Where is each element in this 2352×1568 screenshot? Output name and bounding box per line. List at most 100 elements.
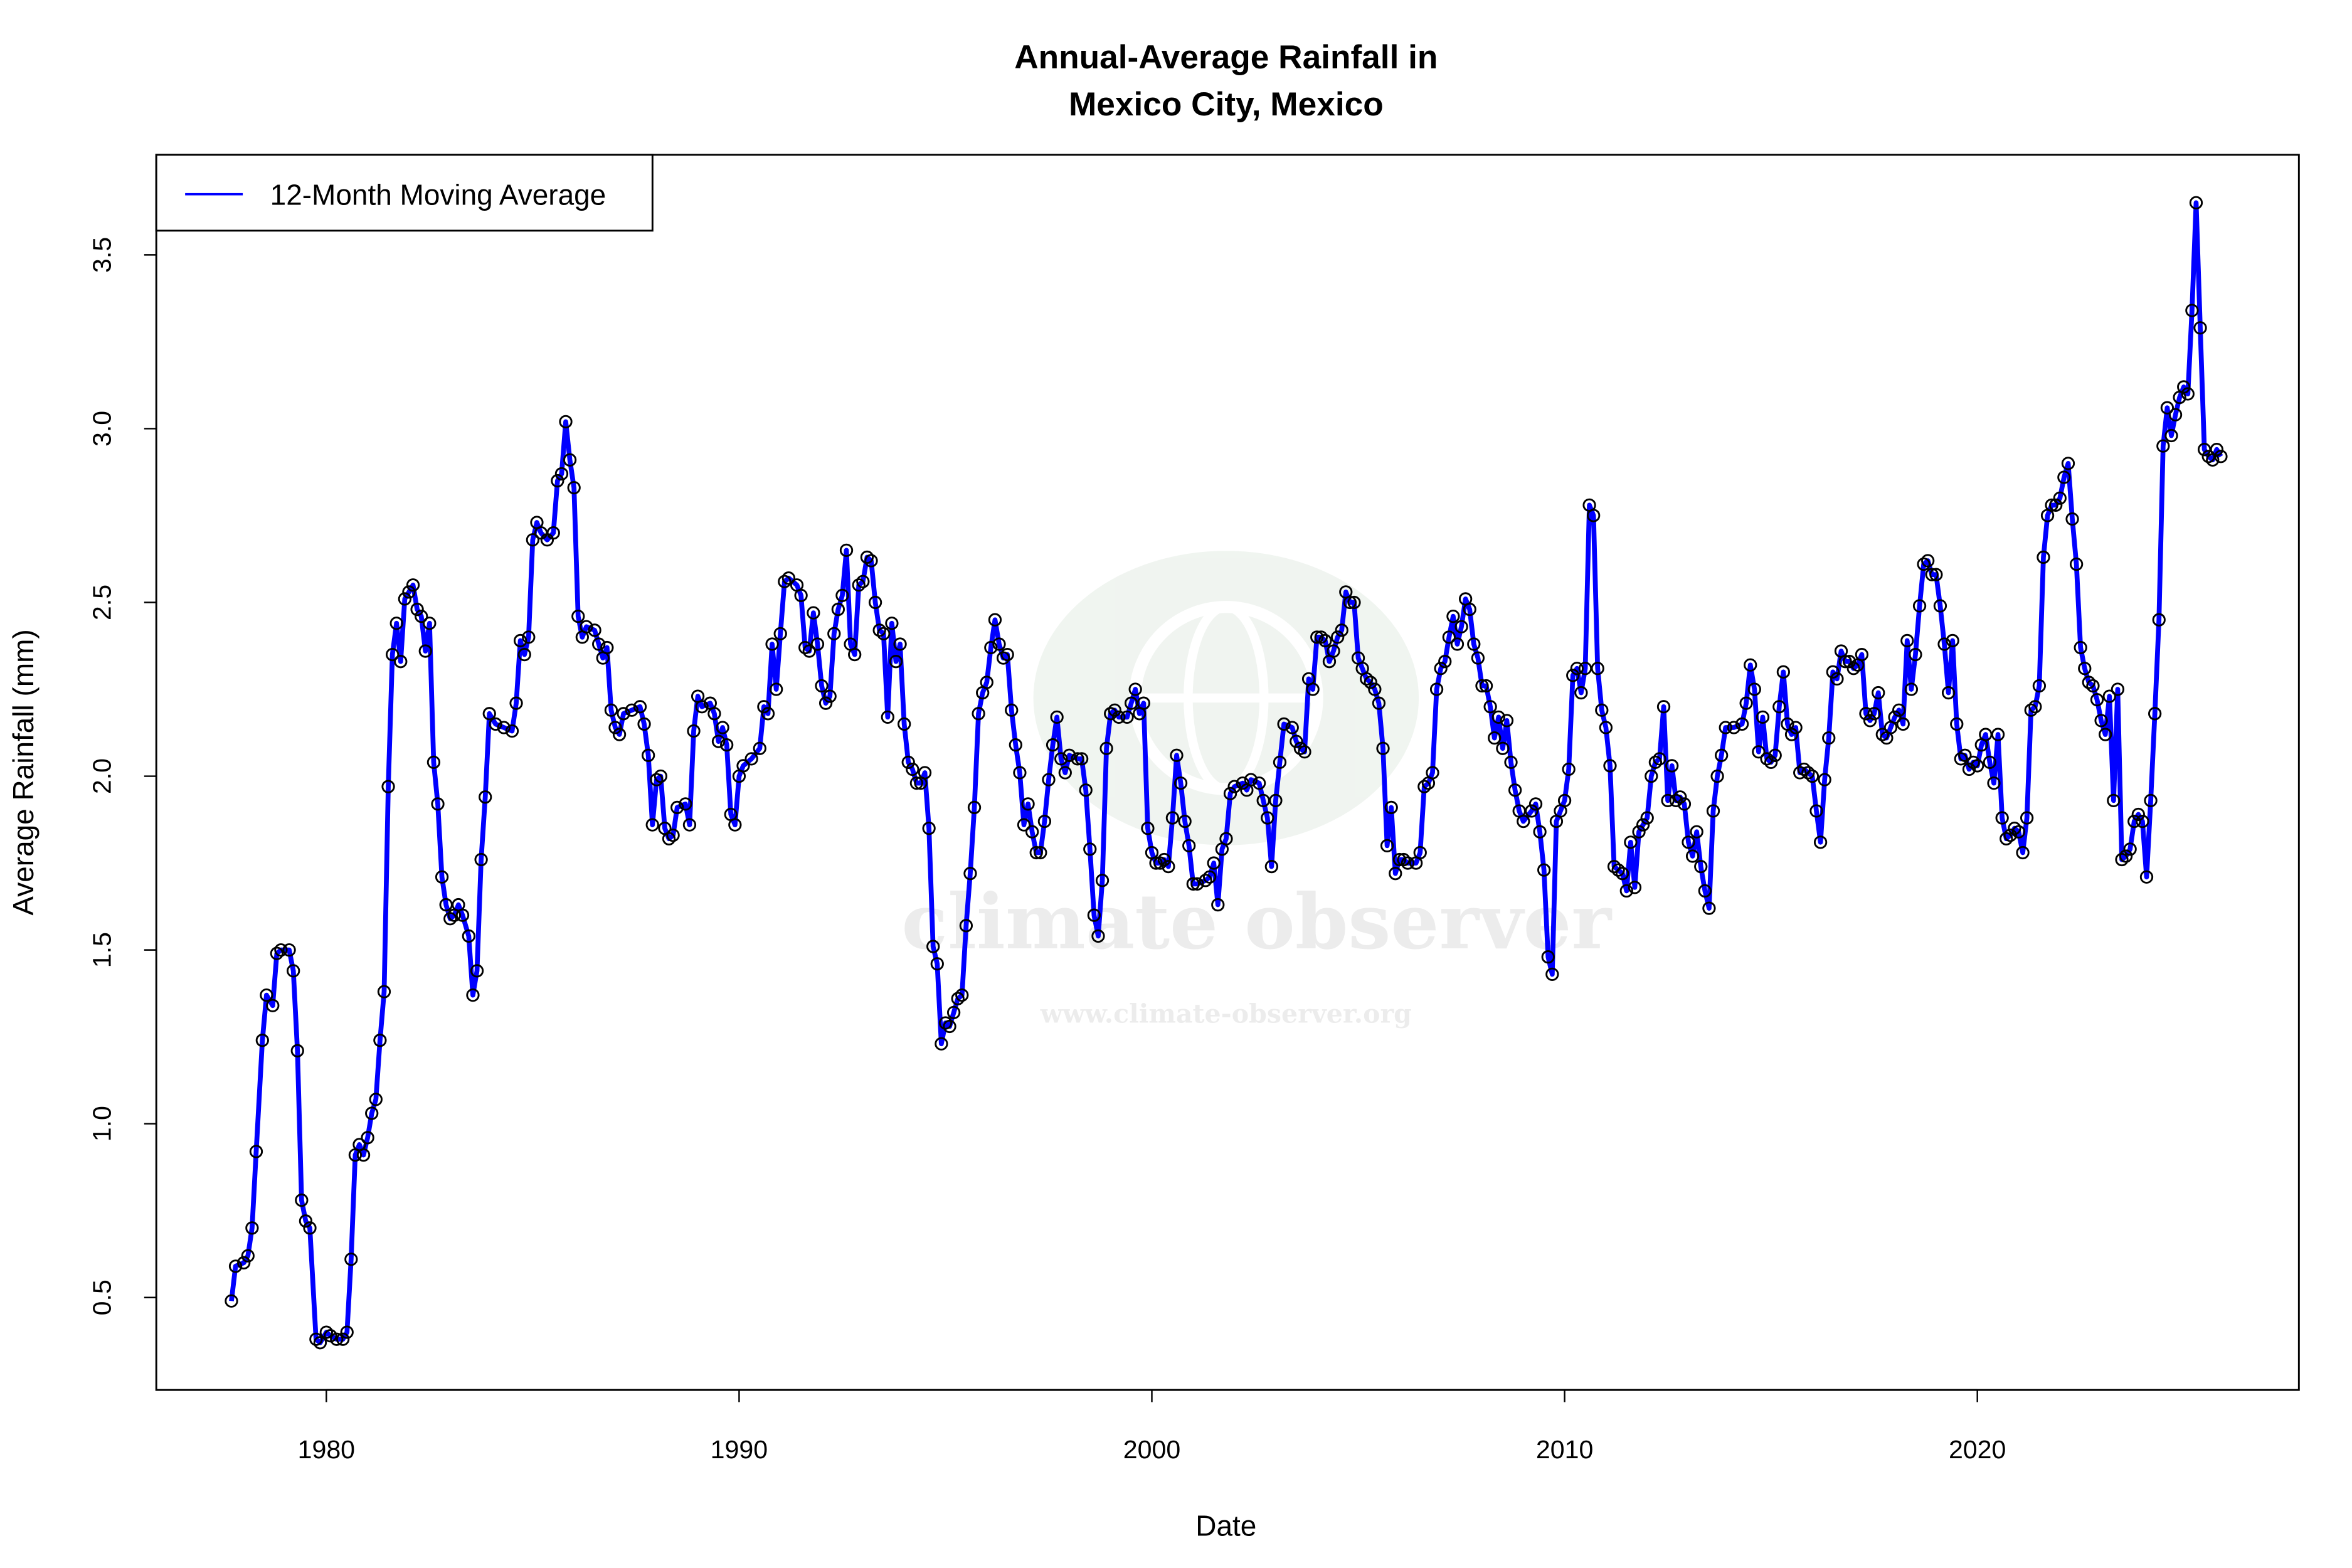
data-point bbox=[823, 689, 837, 703]
data-point bbox=[228, 1259, 243, 1273]
data-point bbox=[1694, 859, 1708, 874]
data-point bbox=[645, 818, 659, 832]
data-point bbox=[406, 578, 420, 592]
x-tick-label: 2020 bbox=[1949, 1435, 2006, 1464]
data-point bbox=[922, 822, 936, 835]
data-point bbox=[1236, 776, 1249, 790]
data-point bbox=[778, 575, 792, 588]
data-point bbox=[1537, 863, 1551, 877]
data-point bbox=[466, 988, 480, 1002]
data-point bbox=[1690, 825, 1703, 839]
data-point bbox=[761, 707, 775, 721]
data-point bbox=[1752, 745, 1766, 759]
data-point bbox=[980, 675, 993, 689]
data-point bbox=[509, 696, 523, 710]
data-point bbox=[798, 640, 812, 655]
data-point bbox=[282, 943, 296, 957]
data-point bbox=[1917, 557, 1931, 571]
data-point bbox=[1595, 703, 1609, 717]
x-tick-label: 1990 bbox=[711, 1435, 768, 1464]
data-point bbox=[369, 1093, 383, 1106]
data-point bbox=[1591, 662, 1604, 675]
data-point bbox=[1463, 602, 1476, 617]
data-point bbox=[1632, 825, 1646, 839]
data-point bbox=[2123, 842, 2137, 856]
data-point bbox=[365, 1106, 379, 1120]
data-point bbox=[893, 637, 907, 651]
data-point bbox=[1450, 637, 1465, 651]
data-point bbox=[1434, 662, 1448, 675]
data-point bbox=[435, 870, 449, 884]
data-point bbox=[1822, 731, 1836, 745]
data-point bbox=[1508, 783, 1522, 797]
data-point bbox=[1005, 703, 1019, 717]
data-point bbox=[967, 800, 982, 815]
data-point bbox=[443, 912, 457, 926]
data-point bbox=[856, 575, 870, 588]
data-point bbox=[633, 700, 647, 714]
data-point bbox=[1645, 769, 1658, 783]
data-point bbox=[769, 682, 783, 696]
data-point bbox=[1071, 752, 1084, 766]
data-point bbox=[1954, 752, 1968, 766]
data-point bbox=[418, 644, 432, 658]
data-point bbox=[2185, 304, 2199, 317]
data-point bbox=[1735, 717, 1749, 731]
data-point bbox=[559, 415, 573, 428]
y-tick-label: 1.0 bbox=[88, 1106, 117, 1142]
data-point bbox=[765, 637, 779, 651]
data-point bbox=[1941, 686, 1956, 700]
data-point bbox=[1661, 793, 1675, 807]
data-point bbox=[479, 790, 492, 804]
data-point bbox=[266, 999, 280, 1012]
data-point bbox=[1037, 814, 1052, 829]
data-point bbox=[935, 1037, 948, 1051]
data-point bbox=[2177, 380, 2191, 394]
x-tick-label: 2000 bbox=[1123, 1435, 1180, 1464]
data-point bbox=[877, 627, 891, 641]
data-point bbox=[1517, 814, 1530, 829]
data-point bbox=[1628, 881, 1642, 894]
data-point bbox=[2065, 512, 2079, 526]
data-point bbox=[2168, 408, 2183, 421]
data-point bbox=[963, 867, 977, 881]
data-point bbox=[955, 988, 969, 1002]
data-point bbox=[1545, 967, 1559, 982]
data-point bbox=[505, 724, 519, 738]
data-point bbox=[1327, 644, 1340, 658]
data-point bbox=[2107, 793, 2121, 807]
data-point bbox=[1025, 825, 1039, 839]
data-point bbox=[1128, 682, 1142, 696]
data-point bbox=[402, 585, 416, 599]
data-point bbox=[781, 571, 796, 585]
data-point bbox=[617, 707, 630, 721]
data-point bbox=[462, 929, 476, 943]
data-point bbox=[906, 762, 919, 776]
data-point bbox=[930, 957, 944, 971]
data-point bbox=[1330, 630, 1345, 644]
data-point bbox=[2164, 428, 2178, 443]
data-point bbox=[526, 533, 540, 547]
data-point bbox=[1892, 703, 1906, 717]
data-point bbox=[1149, 856, 1163, 870]
data-point bbox=[2086, 679, 2100, 693]
watermark-text: climate observer bbox=[901, 877, 1612, 967]
data-point bbox=[2049, 498, 2063, 512]
data-point bbox=[2099, 728, 2112, 741]
data-point bbox=[1937, 637, 1951, 651]
data-point bbox=[1079, 783, 1093, 797]
data-point bbox=[984, 640, 998, 655]
data-point bbox=[600, 640, 614, 655]
data-point bbox=[1971, 759, 1984, 773]
data-point bbox=[1157, 852, 1171, 867]
data-point bbox=[361, 1131, 374, 1145]
data-point bbox=[2152, 613, 2166, 627]
data-point bbox=[1000, 647, 1014, 662]
data-point bbox=[1190, 877, 1204, 891]
data-point bbox=[1120, 710, 1134, 724]
data-point bbox=[1760, 752, 1774, 766]
data-point bbox=[1384, 800, 1398, 815]
data-point bbox=[336, 1332, 350, 1346]
data-point bbox=[2032, 679, 2047, 693]
